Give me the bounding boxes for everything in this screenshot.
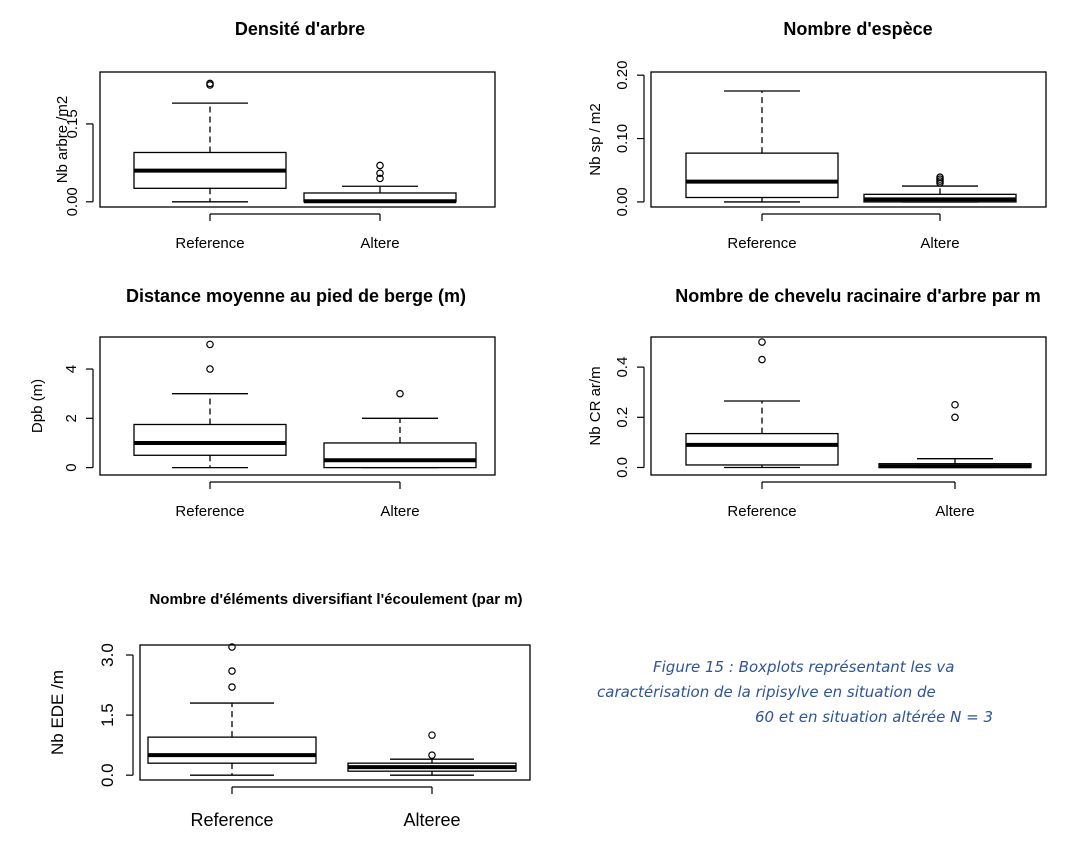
outlier-point bbox=[228, 683, 236, 691]
y-tick-label: 2 bbox=[63, 414, 80, 422]
y-axis-label: Nb sp / m2 bbox=[587, 103, 604, 176]
chart-title: Nombre d'espèce bbox=[783, 19, 932, 39]
box-altere: Altere bbox=[323, 389, 477, 520]
y-axis-label: Nb EDE /m bbox=[48, 670, 67, 755]
chart-title: Distance moyenne au pied de berge (m) bbox=[126, 286, 466, 306]
outlier-point bbox=[376, 174, 384, 183]
y-tick-label: 0.0 bbox=[614, 457, 631, 478]
outlier-point bbox=[228, 667, 236, 675]
box-reference: Reference bbox=[685, 90, 839, 252]
y-tick-label: 0.0 bbox=[98, 763, 117, 787]
x-tick-label: Reference bbox=[727, 503, 796, 520]
plot-frame bbox=[139, 644, 531, 781]
outlier-point bbox=[758, 338, 766, 346]
x-tick-label: Altere bbox=[920, 235, 959, 252]
y-axis-label: Nb CR ar/m bbox=[587, 366, 604, 445]
y-tick-label: 0.10 bbox=[614, 124, 631, 153]
plot-frame bbox=[99, 336, 496, 476]
y-tick-label: 3.0 bbox=[98, 643, 117, 667]
y-tick-label: 1.5 bbox=[98, 703, 117, 727]
outlier-point bbox=[228, 643, 236, 651]
chart-title: Densité d'arbre bbox=[235, 19, 365, 39]
outlier-point bbox=[206, 365, 214, 373]
outlier-point bbox=[428, 731, 436, 739]
iqr-box bbox=[133, 423, 287, 456]
figure-caption: Figure 15 : Boxplots représentant les va… bbox=[590, 655, 1088, 765]
box-altere: Altere bbox=[303, 161, 457, 252]
caption-line-3: 60 et en situation altérée N = 3 bbox=[755, 708, 994, 726]
y-tick-label: 0.2 bbox=[614, 407, 631, 428]
x-tick-label: Altere bbox=[380, 503, 419, 520]
y-tick-label: 0.20 bbox=[614, 61, 631, 90]
iqr-box bbox=[147, 736, 317, 764]
boxplot-panel-2: Nombre d'espèce 0.00 0.10 0.20 Nb sp / m2 Ref… bbox=[587, 19, 1047, 252]
y-tick-label: 0.00 bbox=[614, 187, 631, 216]
boxplot-panel-4: Nombre de chevelu racinaire d'arbre par … bbox=[587, 286, 1047, 520]
outlier-point bbox=[206, 340, 214, 349]
x-tick-label: Alteree bbox=[403, 810, 460, 830]
outlier-point bbox=[396, 389, 404, 398]
box-altere: Altere bbox=[878, 400, 1032, 520]
outlier-point bbox=[951, 413, 959, 422]
outlier-point bbox=[428, 751, 436, 759]
iqr-box bbox=[685, 152, 839, 199]
y-axis-label: Nb arbre /m2 bbox=[54, 96, 71, 184]
box-alteree: Alteree bbox=[347, 731, 517, 830]
x-tick-label: Reference bbox=[175, 503, 244, 520]
y-tick-label: 0.15 bbox=[64, 109, 81, 138]
iqr-box bbox=[685, 432, 839, 466]
outlier-point bbox=[376, 169, 384, 178]
box-reference: Reference bbox=[133, 340, 287, 520]
x-tick-label: Reference bbox=[190, 810, 273, 830]
outlier-point bbox=[376, 161, 384, 170]
plot-frame bbox=[650, 336, 1047, 476]
x-tick-label: Reference bbox=[175, 235, 244, 252]
outlier-point bbox=[951, 400, 959, 409]
box-altere: Altere bbox=[863, 173, 1017, 252]
x-tick-label: Altere bbox=[935, 503, 974, 520]
boxplot-panel-5: Nombre d'éléments diversifiant l'écoulem… bbox=[48, 591, 531, 830]
y-tick-label: 4 bbox=[63, 365, 80, 373]
boxplot-panel-3: Distance moyenne au pied de berge (m) 0 2 4… bbox=[29, 286, 496, 520]
box-reference: Reference bbox=[133, 79, 287, 252]
outlier-point bbox=[206, 79, 214, 88]
y-tick-label: 0.4 bbox=[614, 357, 631, 378]
y-tick-label: 0.00 bbox=[64, 187, 81, 216]
outlier-point bbox=[758, 355, 766, 364]
y-tick-label: 0 bbox=[63, 463, 80, 471]
plot-frame bbox=[650, 71, 1047, 208]
box-reference: Reference bbox=[685, 338, 839, 520]
iqr-box bbox=[323, 442, 477, 469]
x-tick-label: Altere bbox=[360, 235, 399, 252]
chart-title: Nombre de chevelu racinaire d'arbre par … bbox=[675, 286, 1040, 306]
chart-title: Nombre d'éléments diversifiant l'écoulem… bbox=[149, 591, 522, 608]
caption-line-2: caractérisation de la ripisylve en situa… bbox=[597, 683, 936, 701]
box-reference: Reference bbox=[147, 643, 317, 830]
x-tick-label: Reference bbox=[727, 235, 796, 252]
caption-line-1: Figure 15 : Boxplots représentant les va bbox=[653, 658, 955, 676]
y-axis-label: Dpb (m) bbox=[29, 379, 46, 433]
outlier-point bbox=[936, 173, 944, 182]
plot-frame bbox=[99, 71, 496, 208]
